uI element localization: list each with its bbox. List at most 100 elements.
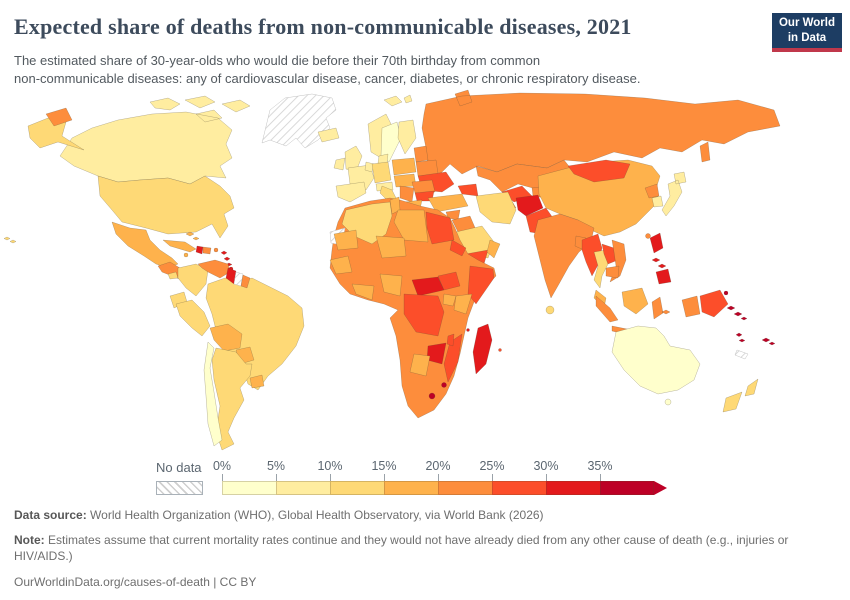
- country-cuba[interactable]: [162, 239, 197, 253]
- country-india[interactable]: [533, 213, 595, 299]
- country-senegal-guinea[interactable]: [329, 255, 353, 275]
- country-puerto-rico[interactable]: [213, 247, 219, 253]
- country-somalia[interactable]: [467, 265, 495, 305]
- country-baltics[interactable]: [413, 145, 429, 163]
- legend-tick-label-0%: 0%: [212, 459, 232, 473]
- country-australia[interactable]: [611, 325, 701, 395]
- legend-bin-5-10%[interactable]: [276, 481, 330, 495]
- country-zimbabwe[interactable]: [426, 342, 447, 365]
- country-poland[interactable]: [391, 157, 417, 176]
- country-borneo[interactable]: [621, 287, 649, 315]
- country-new-zealand[interactable]: [722, 378, 759, 413]
- country-venezuela[interactable]: [197, 259, 231, 279]
- country-finland[interactable]: [397, 119, 417, 155]
- country-russia[interactable]: [421, 89, 781, 175]
- country-new-britain[interactable]: [723, 290, 729, 296]
- country-iran[interactable]: [475, 191, 517, 225]
- country-germany[interactable]: [371, 161, 392, 184]
- country-ireland[interactable]: [333, 157, 346, 171]
- country-madagascar[interactable]: [472, 323, 493, 375]
- country-botswana[interactable]: [409, 353, 431, 377]
- country-tasmania[interactable]: [664, 398, 672, 406]
- country-benelux[interactable]: [364, 161, 375, 173]
- country-sweden[interactable]: [380, 121, 402, 163]
- country-myanmar[interactable]: [581, 233, 603, 277]
- country-cambodia[interactable]: [605, 265, 620, 279]
- country-dominican-republic[interactable]: [202, 246, 212, 255]
- country-new-caledonia[interactable]: [734, 349, 749, 360]
- country-haiti[interactable]: [195, 245, 204, 255]
- country-uganda[interactable]: [442, 293, 457, 307]
- country-hawaii[interactable]: [3, 236, 17, 244]
- country-french-guiana[interactable]: [240, 274, 251, 289]
- country-south-korea[interactable]: [651, 195, 664, 208]
- data-source-line: Data source: World Health Organization (…: [14, 507, 836, 523]
- country-solomon-islands[interactable]: [726, 305, 748, 321]
- legend-tick-label-30%: 30%: [533, 459, 559, 473]
- country-lesotho[interactable]: [428, 392, 436, 400]
- country-fiji[interactable]: [761, 337, 776, 346]
- country-kenya[interactable]: [453, 293, 473, 315]
- country-malawi[interactable]: [446, 333, 455, 347]
- legend-bin-25-30%[interactable]: [492, 481, 546, 495]
- country-mongolia[interactable]: [567, 159, 631, 183]
- legend-bin->35%[interactable]: [600, 481, 654, 495]
- country-china[interactable]: [537, 159, 661, 237]
- country-libya[interactable]: [393, 209, 429, 243]
- citation-url[interactable]: OurWorldinData.org/causes-of-death | CC …: [14, 574, 257, 589]
- country-philippines[interactable]: [649, 232, 672, 285]
- country-south-sudan[interactable]: [437, 271, 461, 291]
- country-mauritania[interactable]: [333, 229, 359, 251]
- country-afghanistan[interactable]: [515, 194, 544, 217]
- country-north-korea[interactable]: [644, 183, 660, 199]
- country-bolivia[interactable]: [209, 323, 243, 352]
- country-iceland[interactable]: [317, 127, 340, 143]
- legend-tick-label-10%: 10%: [317, 459, 343, 473]
- legend-bin-30-35%[interactable]: [546, 481, 600, 495]
- legend-tick: [546, 474, 547, 481]
- country-mozambique[interactable]: [443, 333, 463, 383]
- country-sri-lanka[interactable]: [545, 305, 555, 315]
- country-chukotka[interactable]: [45, 107, 73, 127]
- no-data-swatch[interactable]: [156, 481, 203, 495]
- country-uruguay[interactable]: [249, 374, 265, 389]
- legend-bin-0-5%[interactable]: [222, 481, 276, 495]
- country-svalbard[interactable]: [383, 94, 413, 107]
- country-colombia[interactable]: [177, 263, 209, 297]
- country-mauritius[interactable]: [498, 348, 502, 352]
- country-uk[interactable]: [344, 145, 363, 173]
- country-canada[interactable]: [59, 95, 251, 185]
- country-jamaica[interactable]: [183, 252, 189, 258]
- country-mexico[interactable]: [111, 221, 179, 269]
- legend-bin-20-25%[interactable]: [438, 481, 492, 495]
- country-eswatini[interactable]: [441, 382, 447, 388]
- country-oman[interactable]: [486, 239, 501, 259]
- country-ivory-coast-ghana[interactable]: [351, 283, 375, 301]
- country-peru[interactable]: [175, 299, 211, 337]
- note-label: Note:: [14, 533, 45, 548]
- country-turkey[interactable]: [427, 193, 469, 213]
- country-balkans[interactable]: [399, 185, 415, 203]
- owid-logo[interactable]: Our World in Data: [772, 13, 842, 52]
- country-japan[interactable]: [661, 171, 687, 217]
- legend-bin-10-15%[interactable]: [330, 481, 384, 495]
- country-greenland[interactable]: [261, 93, 337, 149]
- legend-bin-15-20%[interactable]: [384, 481, 438, 495]
- country-papua-new-guinea[interactable]: [699, 289, 729, 318]
- subtitle-line-1: The estimated share of 30-year-olds who …: [14, 53, 541, 68]
- country-taiwan[interactable]: [645, 233, 651, 239]
- country-comoros[interactable]: [466, 328, 470, 332]
- country-spain[interactable]: [335, 181, 367, 203]
- country-usa[interactable]: [97, 175, 235, 239]
- country-niger[interactable]: [375, 235, 407, 259]
- country-nigeria[interactable]: [379, 273, 403, 297]
- no-data-label: No data: [156, 460, 202, 475]
- country-chile[interactable]: [203, 341, 223, 447]
- country-vanuatu[interactable]: [735, 332, 746, 343]
- country-bahamas[interactable]: [185, 231, 200, 241]
- country-egypt[interactable]: [425, 211, 455, 245]
- country-eritrea[interactable]: [449, 239, 467, 257]
- country-romania[interactable]: [411, 179, 436, 194]
- country-drc[interactable]: [403, 293, 445, 337]
- country-argentina[interactable]: [211, 347, 253, 451]
